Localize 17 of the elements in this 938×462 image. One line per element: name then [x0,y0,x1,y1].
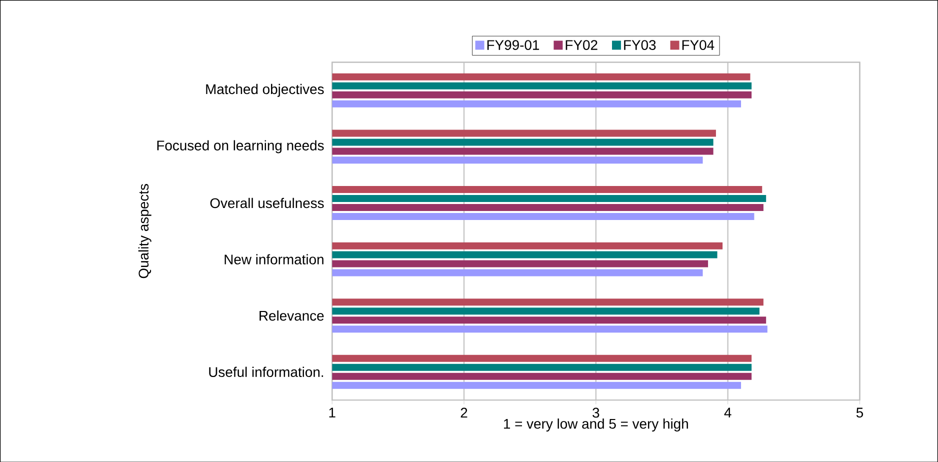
y-tick-label: Overall usefulness [210,198,324,208]
legend-label: FY04 [682,40,714,50]
x-tick-label: 5 [856,408,864,418]
legend-label: FY03 [624,40,656,50]
x-tick-label: 3 [592,408,600,418]
y-tick-label: Relevance [260,310,324,321]
x-tick-label: 1 [329,408,336,418]
y-tick-label: Useful information. [209,366,324,377]
y-axis-title: Quality aspects [138,184,152,278]
x-axis-title: 1 = very low and 5 = very high [504,418,688,432]
y-tick-label: Focused on learning needs [157,140,324,154]
x-tick-label: 2 [460,408,468,418]
legend-label: FY02 [566,40,598,50]
y-tick-label: New information [224,254,324,264]
x-tick-label: 4 [724,408,732,418]
y-tick-label: Matched objectives [206,84,324,97]
legend-label: FY99-01 [487,40,540,50]
